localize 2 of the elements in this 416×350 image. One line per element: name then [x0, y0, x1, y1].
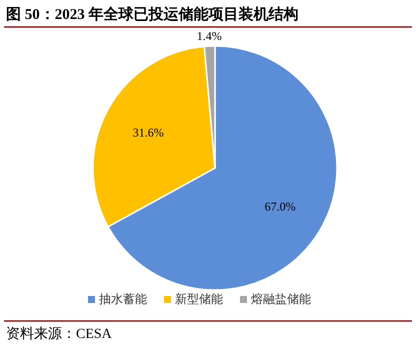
title: 图 50：2023 年全球已投运储能项目装机结构: [6, 7, 298, 23]
annotation: 资料来源：CESA: [6, 327, 112, 342]
